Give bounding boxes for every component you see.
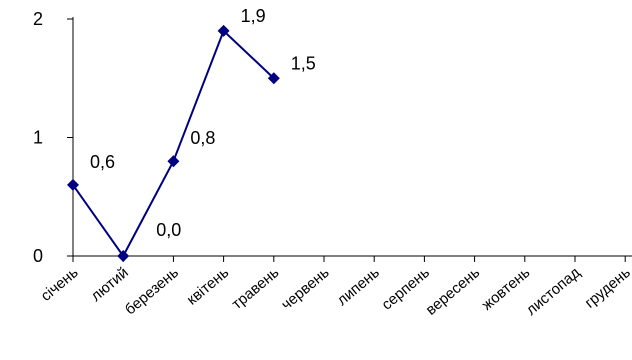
x-tick-label: липень <box>334 264 383 309</box>
x-tick-label: червень <box>278 264 333 314</box>
x-tick-label: вересень <box>423 264 484 319</box>
x-tick-label: травень <box>229 264 283 313</box>
data-point-marker <box>267 72 280 85</box>
x-tick-label: квітень <box>184 264 233 309</box>
data-label: 0,8 <box>190 128 215 148</box>
x-tick-label: січень <box>38 264 82 305</box>
axes <box>67 17 632 262</box>
x-tick-label: лютий <box>88 264 132 305</box>
data-label: 0,6 <box>90 152 115 172</box>
series-group <box>67 24 280 262</box>
x-tick-label: листопад <box>523 264 584 319</box>
data-point-marker <box>217 24 230 37</box>
y-tick-label: 1 <box>33 128 43 148</box>
data-label: 0,0 <box>156 220 181 240</box>
data-point-marker <box>117 250 130 262</box>
data-point-marker <box>67 178 79 191</box>
y-tick-label: 0 <box>33 246 43 266</box>
x-tick-label: грудень <box>582 264 632 312</box>
x-tick-label: березень <box>122 264 182 318</box>
y-tick-label: 2 <box>33 9 43 29</box>
data-point-marker <box>167 155 180 168</box>
data-label: 1,9 <box>241 6 266 26</box>
data-label: 1,5 <box>291 53 316 73</box>
